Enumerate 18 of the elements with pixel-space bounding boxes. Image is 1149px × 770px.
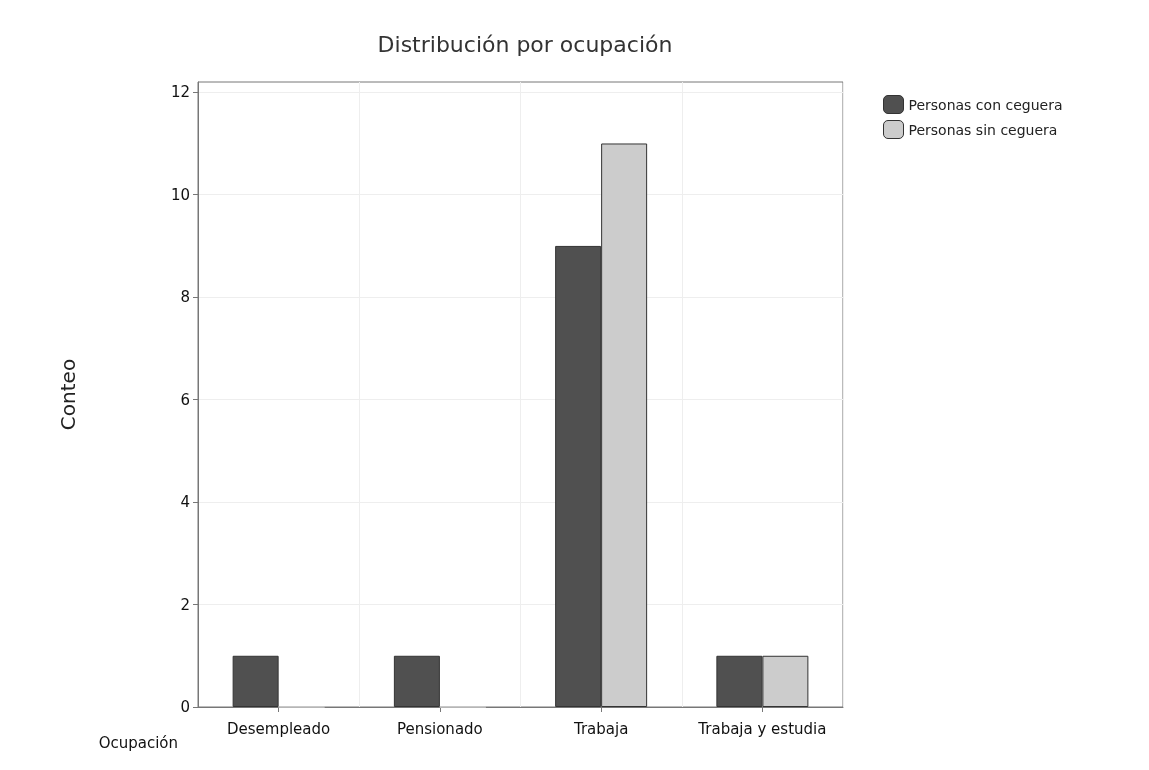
- y-tick-label: 12: [170, 83, 190, 102]
- x-tick-label: Trabaja: [572, 719, 629, 738]
- x-axis-title: Ocupación: [98, 733, 178, 752]
- y-tick-label: 10: [170, 185, 190, 204]
- chart-title: Distribución por ocupación: [377, 31, 673, 57]
- y-axis-title: Conteo: [56, 358, 80, 431]
- bar: [232, 655, 279, 707]
- y-tick-label: 2: [180, 595, 190, 614]
- x-tick-label: Trabaja y estudia: [697, 719, 827, 738]
- x-tick-label: Pensionado: [396, 719, 483, 738]
- y-tick-label: 6: [180, 390, 190, 409]
- legend-label: Personas con ceguera: [908, 96, 1063, 113]
- y-tick-label: 8: [180, 288, 190, 307]
- y-tick-label: 4: [180, 493, 190, 512]
- bar: [393, 655, 440, 707]
- y-tick-label: 0: [180, 698, 190, 716]
- legend-label: Personas sin ceguera: [908, 121, 1058, 138]
- x-tick-label: Desempleado: [227, 719, 331, 738]
